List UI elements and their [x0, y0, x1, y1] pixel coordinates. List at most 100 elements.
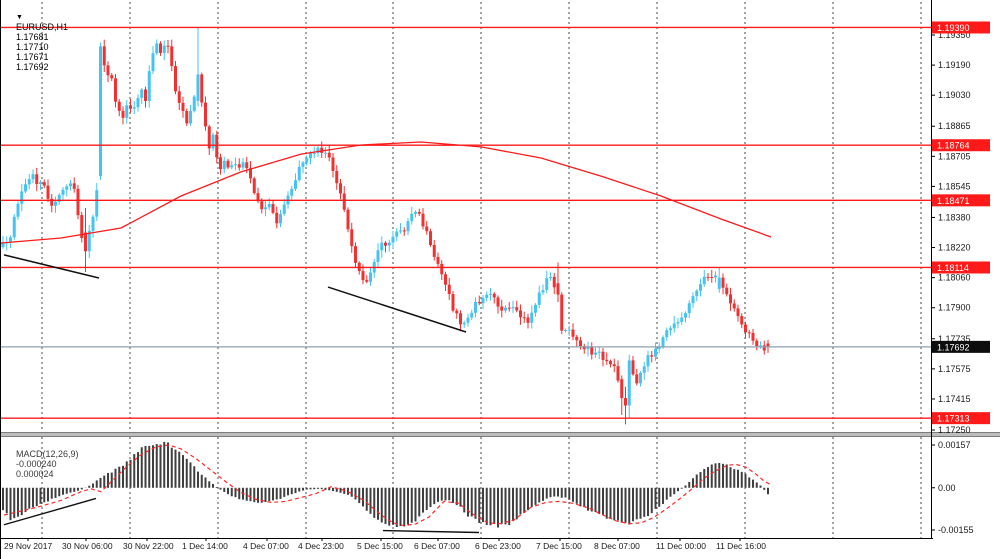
price-line-label: 1.18471 [937, 196, 970, 206]
bear-candle [515, 307, 519, 311]
bear-candle [500, 306, 504, 311]
bear-candle [519, 310, 522, 318]
bear-candle [429, 231, 432, 245]
bear-candle [177, 91, 181, 103]
bull-candle [189, 110, 192, 124]
pane-separator[interactable] [1, 432, 1000, 437]
bear-candle [492, 293, 496, 298]
bear-candle [579, 340, 582, 347]
time-tick-label: 8 Dec 07:00 [594, 541, 640, 551]
bear-candle [339, 183, 342, 194]
bull-candle [387, 242, 391, 246]
bull-candle [661, 337, 665, 348]
bear-candle [605, 359, 609, 362]
price-line-label-bg [932, 412, 990, 425]
bear-candle [402, 230, 406, 232]
bear-candle [320, 147, 324, 153]
bull-candle [155, 43, 159, 54]
bear-candle [721, 277, 725, 288]
bull-candle [241, 162, 245, 168]
bear-candle [102, 46, 106, 66]
bull-candle [279, 213, 282, 224]
price-tick-label: 1.18865 [938, 121, 971, 131]
price-tick-label: 1.19030 [938, 90, 971, 100]
bull-candle [564, 330, 567, 332]
bull-candle [481, 298, 485, 304]
bear-candle [204, 102, 207, 127]
bull-candle [301, 162, 305, 167]
macd-trendline[interactable] [382, 529, 480, 534]
bull-candle [57, 194, 61, 202]
bear-candle [275, 212, 279, 224]
bull-candle [31, 174, 35, 180]
bull-candle [489, 293, 492, 295]
bear-candle [327, 152, 331, 158]
bear-candle [354, 246, 357, 263]
bear-candle [159, 43, 162, 53]
bull-candle [470, 312, 474, 318]
bull-candle [316, 147, 320, 153]
bull-candle [290, 188, 294, 196]
price-tick-label: 1.18380 [938, 212, 971, 222]
bull-candle [324, 152, 327, 154]
bull-candle [54, 201, 57, 206]
price-tick-label: 1.18220 [938, 243, 971, 253]
price-line-label: 1.18764 [937, 141, 970, 151]
bear-candle [710, 277, 714, 279]
bear-candle [331, 157, 335, 171]
macd-tick-label: -0.00155 [938, 525, 974, 535]
bear-candle [121, 110, 125, 118]
bull-candle [597, 351, 601, 353]
bull-candle [654, 348, 657, 357]
bull-candle [294, 180, 297, 189]
trendline[interactable] [3, 254, 100, 279]
bull-candle [196, 74, 200, 101]
bear-candle [50, 198, 54, 206]
bull-candle [687, 303, 691, 314]
bear-candle [601, 351, 605, 360]
current-bid-label: 1.17692 [937, 342, 970, 352]
trendline[interactable] [327, 286, 467, 333]
bull-candle [192, 96, 196, 111]
macd-signal-value: 0.000024 [16, 469, 54, 479]
bull-candle [504, 307, 507, 311]
bull-candle [282, 204, 286, 214]
bear-candle [271, 204, 275, 213]
bear-candle [590, 346, 594, 355]
bear-candle [552, 276, 556, 288]
bear-candle [106, 65, 110, 76]
bull-candle [691, 296, 695, 304]
bull-candle [534, 304, 537, 313]
price-line-label: 1.18114 [937, 263, 969, 273]
bull-candle [39, 182, 42, 184]
bull-candle [545, 278, 549, 291]
bear-candle [110, 75, 114, 79]
symbol-timeframe-label: EURUSD,H1 [16, 22, 69, 32]
price-tick-label: 1.19190 [938, 60, 971, 70]
bear-candle [440, 263, 444, 275]
bull-candle [147, 71, 151, 101]
bear-candle [612, 364, 616, 367]
bear-candle [747, 332, 751, 334]
collapse-quotes-icon[interactable]: ▼ [16, 14, 23, 21]
bear-candle [144, 89, 147, 101]
bear-candle [181, 102, 185, 111]
time-tick-label: 30 Nov 22:00 [123, 541, 174, 551]
bull-candle [541, 290, 545, 293]
time-tick-label: 11 Dec 16:00 [716, 541, 766, 551]
bear-candle [560, 294, 564, 331]
bear-candle [432, 244, 436, 257]
macd-trendline[interactable] [3, 497, 97, 526]
bear-candle [46, 185, 50, 199]
bull-candle [211, 134, 215, 149]
bull-candle [24, 184, 27, 192]
bear-candle [80, 215, 84, 239]
bear-candle [751, 332, 755, 341]
bull-candle [639, 372, 642, 384]
bull-candle [717, 277, 721, 289]
bull-candle [642, 366, 646, 373]
bull-candle [20, 191, 24, 204]
price-line-label-bg [932, 21, 990, 34]
